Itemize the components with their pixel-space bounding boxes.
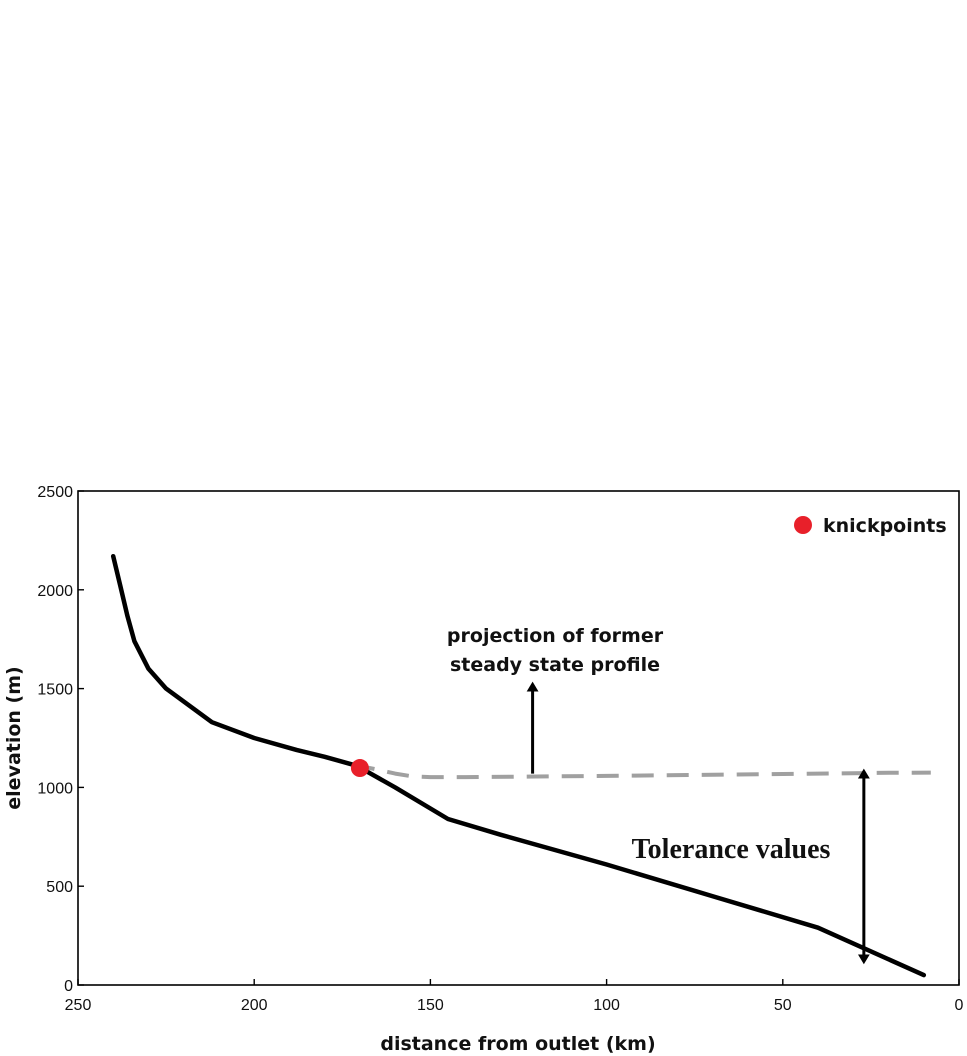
x-tick-label: 100 <box>593 997 620 1014</box>
knickpoint-marker <box>350 759 369 778</box>
projection-annotation: projection of former steady state profil… <box>447 625 664 774</box>
x-tick-label: 200 <box>241 997 268 1014</box>
y-tick-label: 1500 <box>37 682 73 699</box>
projected-profile-line <box>352 762 931 780</box>
plot-frame <box>77 490 960 986</box>
x-tick-label: 50 <box>774 997 792 1014</box>
legend-knickpoints-label: knickpoints <box>823 515 947 537</box>
river-profile-line <box>110 553 927 978</box>
y-tick-label: 2000 <box>37 583 73 600</box>
tolerance-annotation: Tolerance values <box>632 768 870 965</box>
x-axis-title: distance from outlet (km) <box>380 1033 655 1055</box>
x-tick-label: 0 <box>955 997 964 1014</box>
y-tick-label: 500 <box>46 879 73 896</box>
projection-label-line-2: steady state profile <box>450 654 660 676</box>
projection-label-line-1: projection of former <box>447 625 664 647</box>
x-tick-label: 250 <box>65 997 92 1014</box>
x-axis-ticks: 250 200 150 100 50 0 <box>65 979 964 1014</box>
legend: knickpoints <box>794 515 947 537</box>
x-tick-label: 150 <box>417 997 444 1014</box>
y-axis-ticks: 0 500 1000 1500 2000 2500 <box>37 484 84 995</box>
y-tick-label: 2500 <box>37 484 73 501</box>
y-tick-label: 0 <box>64 978 73 995</box>
y-axis-title: elevation (m) <box>3 666 25 809</box>
legend-knickpoint-marker <box>794 516 812 534</box>
y-tick-label: 1000 <box>37 780 73 797</box>
tolerance-label: Tolerance values <box>632 834 831 865</box>
series-layer <box>110 553 931 978</box>
